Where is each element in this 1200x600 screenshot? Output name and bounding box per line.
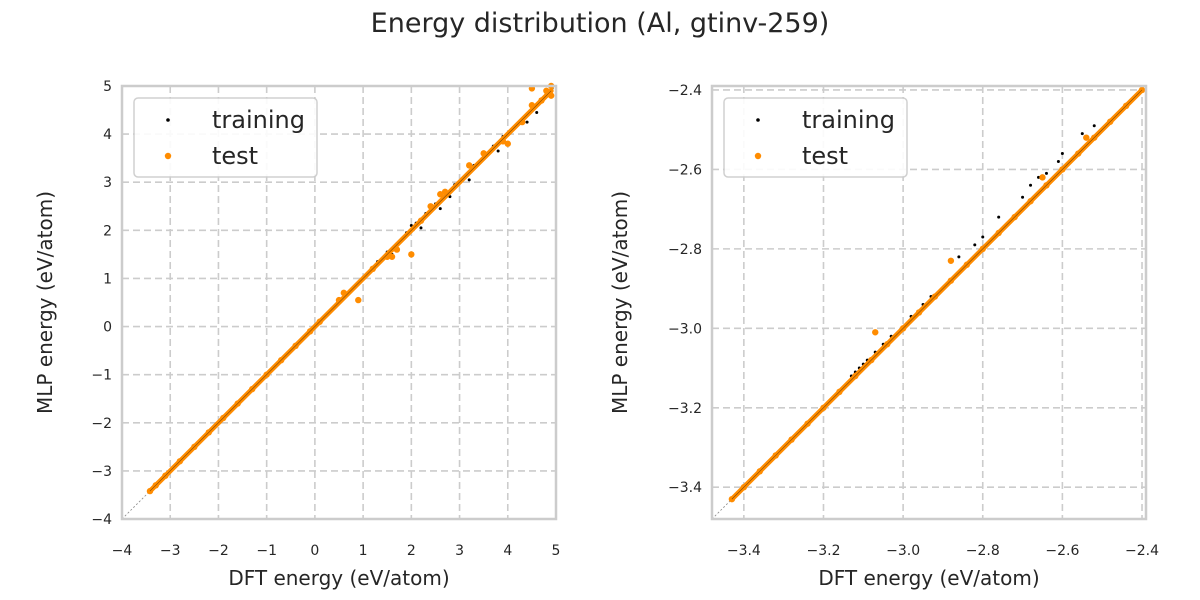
legend-box [133, 97, 318, 178]
y-tick-label: 4 [103, 127, 112, 143]
legend-label-training: training [802, 106, 895, 134]
training-point [981, 235, 985, 239]
test-point [355, 296, 362, 304]
x-tick-label: −3 [160, 543, 181, 559]
y-tick-label: 5 [103, 79, 112, 95]
test-point [872, 329, 879, 336]
training-point [467, 178, 471, 182]
test-point [1039, 174, 1046, 181]
training-density-band [731, 89, 1143, 500]
training-point [525, 120, 529, 124]
y-axis-label: MLP energy (eV/atom) [608, 191, 632, 414]
x-tick-label: −1 [256, 543, 277, 559]
test-point [408, 251, 415, 258]
training-point [535, 110, 539, 114]
x-axis-label: DFT energy (eV/atom) [228, 566, 449, 590]
chart-panel-2: −3.4 −3.2 −3.0 −2.8 −2.6 −2.4 −3.4 −3.2 −3.0 −2.8… [608, 83, 1159, 590]
x-tick-label: 5 [552, 543, 561, 559]
legend-label-test: test [212, 142, 258, 170]
legend-label-training: training [212, 106, 305, 134]
y-tick-label: −4 [91, 512, 112, 528]
legend: training test [723, 97, 908, 178]
legend-marker-training [166, 118, 170, 122]
x-tick-label: 1 [359, 543, 368, 559]
training-point [1029, 183, 1033, 187]
training-point [973, 243, 977, 247]
y-tick-label: 3 [103, 175, 112, 191]
test-point [388, 253, 396, 260]
test-point [437, 191, 444, 198]
legend-box [723, 97, 908, 178]
training-point [1056, 159, 1060, 163]
training-density-band [149, 90, 552, 492]
figure-title: Energy distribution (Al, gtinv-259) [370, 8, 830, 39]
test-point [1083, 134, 1090, 141]
training-point [1060, 152, 1064, 156]
x-tick-label: −2 [208, 543, 229, 559]
x-tick-label: −4 [112, 543, 133, 559]
y-tick-label: −3 [91, 464, 112, 480]
x-tick-label: −2.6 [1045, 543, 1079, 559]
y-tick-label: −1 [91, 368, 112, 384]
y-tick-label: −2.8 [668, 242, 702, 258]
legend-label-test: test [802, 142, 848, 170]
test-point [947, 257, 955, 264]
y-tick-label: −3.4 [668, 480, 702, 496]
y-tick-label: 2 [103, 223, 112, 239]
y-tick-label: −3.0 [668, 321, 702, 337]
x-tick-label: −2.8 [966, 543, 1000, 559]
training-point [1044, 171, 1048, 175]
axes-frame [710, 84, 1148, 521]
x-tick-label: −3.2 [806, 543, 840, 559]
y-axis-label: MLP energy (eV/atom) [33, 191, 57, 414]
y-tick-label: 1 [103, 271, 112, 287]
legend-marker-training [756, 118, 760, 122]
training-point [438, 207, 442, 211]
legend-marker-test [164, 152, 172, 160]
training-point [1080, 132, 1084, 136]
training-point [1036, 175, 1040, 179]
x-tick-label: −2.4 [1125, 543, 1159, 559]
legend-marker-test [754, 152, 762, 160]
x-axis-label: DFT energy (eV/atom) [818, 566, 1039, 590]
test-point [466, 162, 473, 169]
x-tick-label: 4 [503, 543, 512, 559]
axes-frame [120, 84, 558, 521]
x-tick-label: −3.0 [886, 543, 920, 559]
x-tick-label: −3.4 [727, 543, 761, 559]
x-tick-label: 2 [407, 543, 416, 559]
training-point [419, 226, 423, 230]
y-tick-label: −3.2 [668, 401, 702, 417]
training-point [496, 149, 500, 153]
chart-panel-1: −4 −3 −2 −1 0 1 2 3 4 5 −4 −3 −2 −1 0 1 2 3 4 5 DFT energy (… [33, 79, 560, 590]
legend: training test [133, 97, 318, 178]
training-point [1021, 195, 1025, 199]
test-point [504, 140, 511, 147]
training-point [1092, 124, 1096, 128]
x-tick-label: 0 [310, 543, 319, 559]
training-point [957, 255, 961, 259]
y-tick-label: −2.6 [668, 162, 702, 178]
x-tick-label: 3 [455, 543, 464, 559]
training-point [997, 215, 1001, 219]
y-tick-label: 0 [103, 320, 112, 336]
y-tick-label: −2 [91, 416, 112, 432]
y-tick-label: −2.4 [668, 83, 702, 99]
